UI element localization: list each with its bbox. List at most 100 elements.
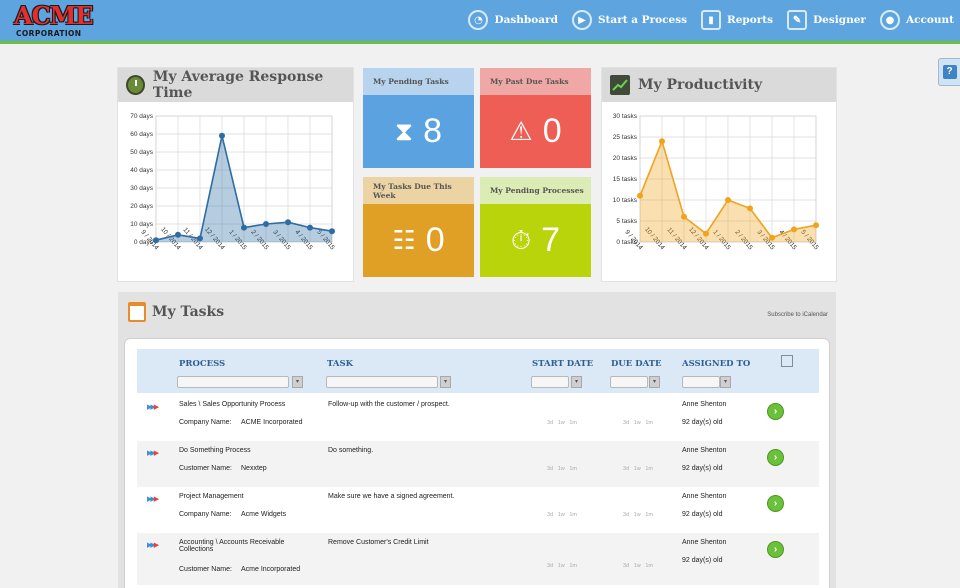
process-name[interactable]: Sales \ Sales Opportunity Process [179,401,286,408]
logo-subtext: CORPORATION [16,29,82,38]
table-row[interactable]: ▶▶▶ Do Something Process Customer Name: … [137,441,819,487]
col-task[interactable]: TASK [327,359,353,369]
tile-pending-processes[interactable]: My Pending Processes ⏱ 7 [480,177,591,277]
tile-due-week-label: My Tasks Due This Week [373,181,452,200]
assigned-filter-input[interactable] [682,376,720,388]
tile-pending-processes-header: My Pending Processes [480,177,591,204]
y-tick-label: 5 tasks [616,218,637,225]
due-durations: 3d 1w 1m [623,420,653,426]
productivity-chart: 0 tasks 5 tasks 10 tasks 15 tasks 20 tasks 25… [613,113,820,252]
priority-arrows-icon: ▶▶▶ [147,496,159,503]
col-due-date[interactable]: DUE DATE [611,359,662,369]
users-icon: ● [879,10,900,30]
priority-arrows-icon: ▶▶▶ [147,450,159,457]
help-tab[interactable]: ? [938,58,960,86]
due-durations: 3d 1w 1m [623,512,653,518]
logo-text: ACME [14,1,94,30]
tasks-table: PROCESS TASK START DATE DUE DATE ASSIGNE… [124,338,830,588]
data-point [241,224,247,231]
nav-reports[interactable]: ▮ Reports [701,10,773,30]
table-row[interactable]: ▶▶▶ Sales \ Sales Opportunity Process Co… [137,395,819,441]
tile-past-due-body: ⚠ 0 [480,95,591,168]
trend-icon [610,75,630,95]
open-task-button[interactable]: › [767,403,784,420]
task-filter-button[interactable]: ▾ [440,376,451,388]
clock-icon [126,75,145,95]
company-value: Acme Incorporated [241,566,301,573]
start-date-filter-button[interactable]: ▾ [571,376,582,388]
expand-icon[interactable] [781,355,793,367]
task-age: 92 day(s) old [682,511,723,518]
start-durations: 3d 1w 1m [547,420,577,426]
nav-account[interactable]: ● Account [879,10,954,30]
company-value: Nexxtep [241,465,267,472]
task-age: 92 day(s) old [682,465,723,472]
tile-pending-tasks[interactable]: My Pending Tasks ⧗ 8 [363,68,474,168]
data-point [175,231,181,238]
response-time-chart: 0 days 10 days 20 days 30 days 40 days 50 day… [130,113,336,252]
task-description[interactable]: Remove Customer's Credit Limit [328,539,429,546]
nav-account-label: Account [905,14,954,26]
my-tasks-header: My Tasks [118,292,836,332]
process-name[interactable]: Do Something Process [179,447,251,454]
bar-chart-icon: ▮ [701,10,722,30]
tile-due-week-value: 0 [425,221,445,259]
data-point [813,222,819,229]
assigned-filter-button[interactable]: ▾ [720,376,731,388]
task-description[interactable]: Do something. [328,447,374,454]
assigned-to: Anne Shenton [682,493,727,500]
col-assigned-to[interactable]: ASSIGNED TO [682,359,751,369]
process-filter-input[interactable] [177,376,289,388]
y-tick-label: 30 days [130,185,154,192]
data-point [263,221,269,227]
top-bar: ACME CORPORATION ◔ Dashboard ▶ Start a P… [0,0,960,44]
process-name[interactable]: Project Management [179,493,244,500]
open-task-button[interactable]: › [767,541,784,558]
assigned-to: Anne Shenton [682,401,727,408]
nav-designer[interactable]: ✎ Designer [787,10,866,30]
col-start-date[interactable]: START DATE [532,359,594,369]
nav-start-process-label: Start a Process [597,14,688,26]
response-time-panel: My Average Response Time 0 days 10 days 20… [118,68,353,281]
y-tick-label: 60 days [130,131,154,138]
y-tick-label: 10 days [130,221,154,228]
start-date-filter-input[interactable] [531,376,569,388]
tile-past-due-label: My Past Due Tasks [490,77,569,86]
y-tick-label: 30 tasks [613,113,638,120]
data-point [219,132,225,139]
task-filter-input[interactable] [326,376,438,388]
task-description[interactable]: Make sure we have a signed agreement. [328,493,455,500]
data-point [329,228,335,235]
table-row[interactable]: ▶▶▶ Accounting \ Accounts Receivable Col… [137,533,819,585]
col-process[interactable]: PROCESS [179,359,226,369]
start-durations: 3d 1w 1m [547,563,577,569]
y-tick-label: 25 tasks [613,134,638,141]
company-value: ACME Incorporated [241,419,303,426]
due-date-filter-button[interactable]: ▾ [649,376,660,388]
nav-dashboard-label: Dashboard [494,14,558,26]
task-description[interactable]: Follow-up with the customer / prospect. [328,401,450,408]
open-task-button[interactable]: › [767,495,784,512]
company-label: Customer Name: [179,566,232,573]
table-row[interactable]: ▶▶▶ Project Management Company Name: Acm… [137,487,819,533]
tile-due-this-week[interactable]: My Tasks Due This Week ☷ 0 [363,177,474,277]
process-name[interactable]: Accounting \ Accounts Receivable Collect… [179,539,285,553]
due-date-filter-input[interactable] [610,376,648,388]
data-point [791,226,797,233]
data-point [285,219,291,226]
nav-start-process[interactable]: ▶ Start a Process [571,10,688,30]
subscribe-icalendar-link[interactable]: Subscribe to iCalendar [767,312,828,318]
tile-past-due-tasks[interactable]: My Past Due Tasks ⚠ 0 [480,68,591,168]
open-task-button[interactable]: › [767,449,784,466]
acme-logo[interactable]: ACME CORPORATION [14,4,104,40]
tile-due-week-header: My Tasks Due This Week [363,177,474,204]
due-durations: 3d 1w 1m [623,466,653,472]
help-icon: ? [942,65,957,79]
y-tick-label: 50 days [130,149,154,156]
process-filter-button[interactable]: ▾ [292,376,303,388]
stopwatch-icon: ⏱ [510,224,532,255]
nav-dashboard[interactable]: ◔ Dashboard [468,10,558,30]
data-point [769,234,775,241]
data-point [747,205,753,212]
data-point [637,192,643,199]
